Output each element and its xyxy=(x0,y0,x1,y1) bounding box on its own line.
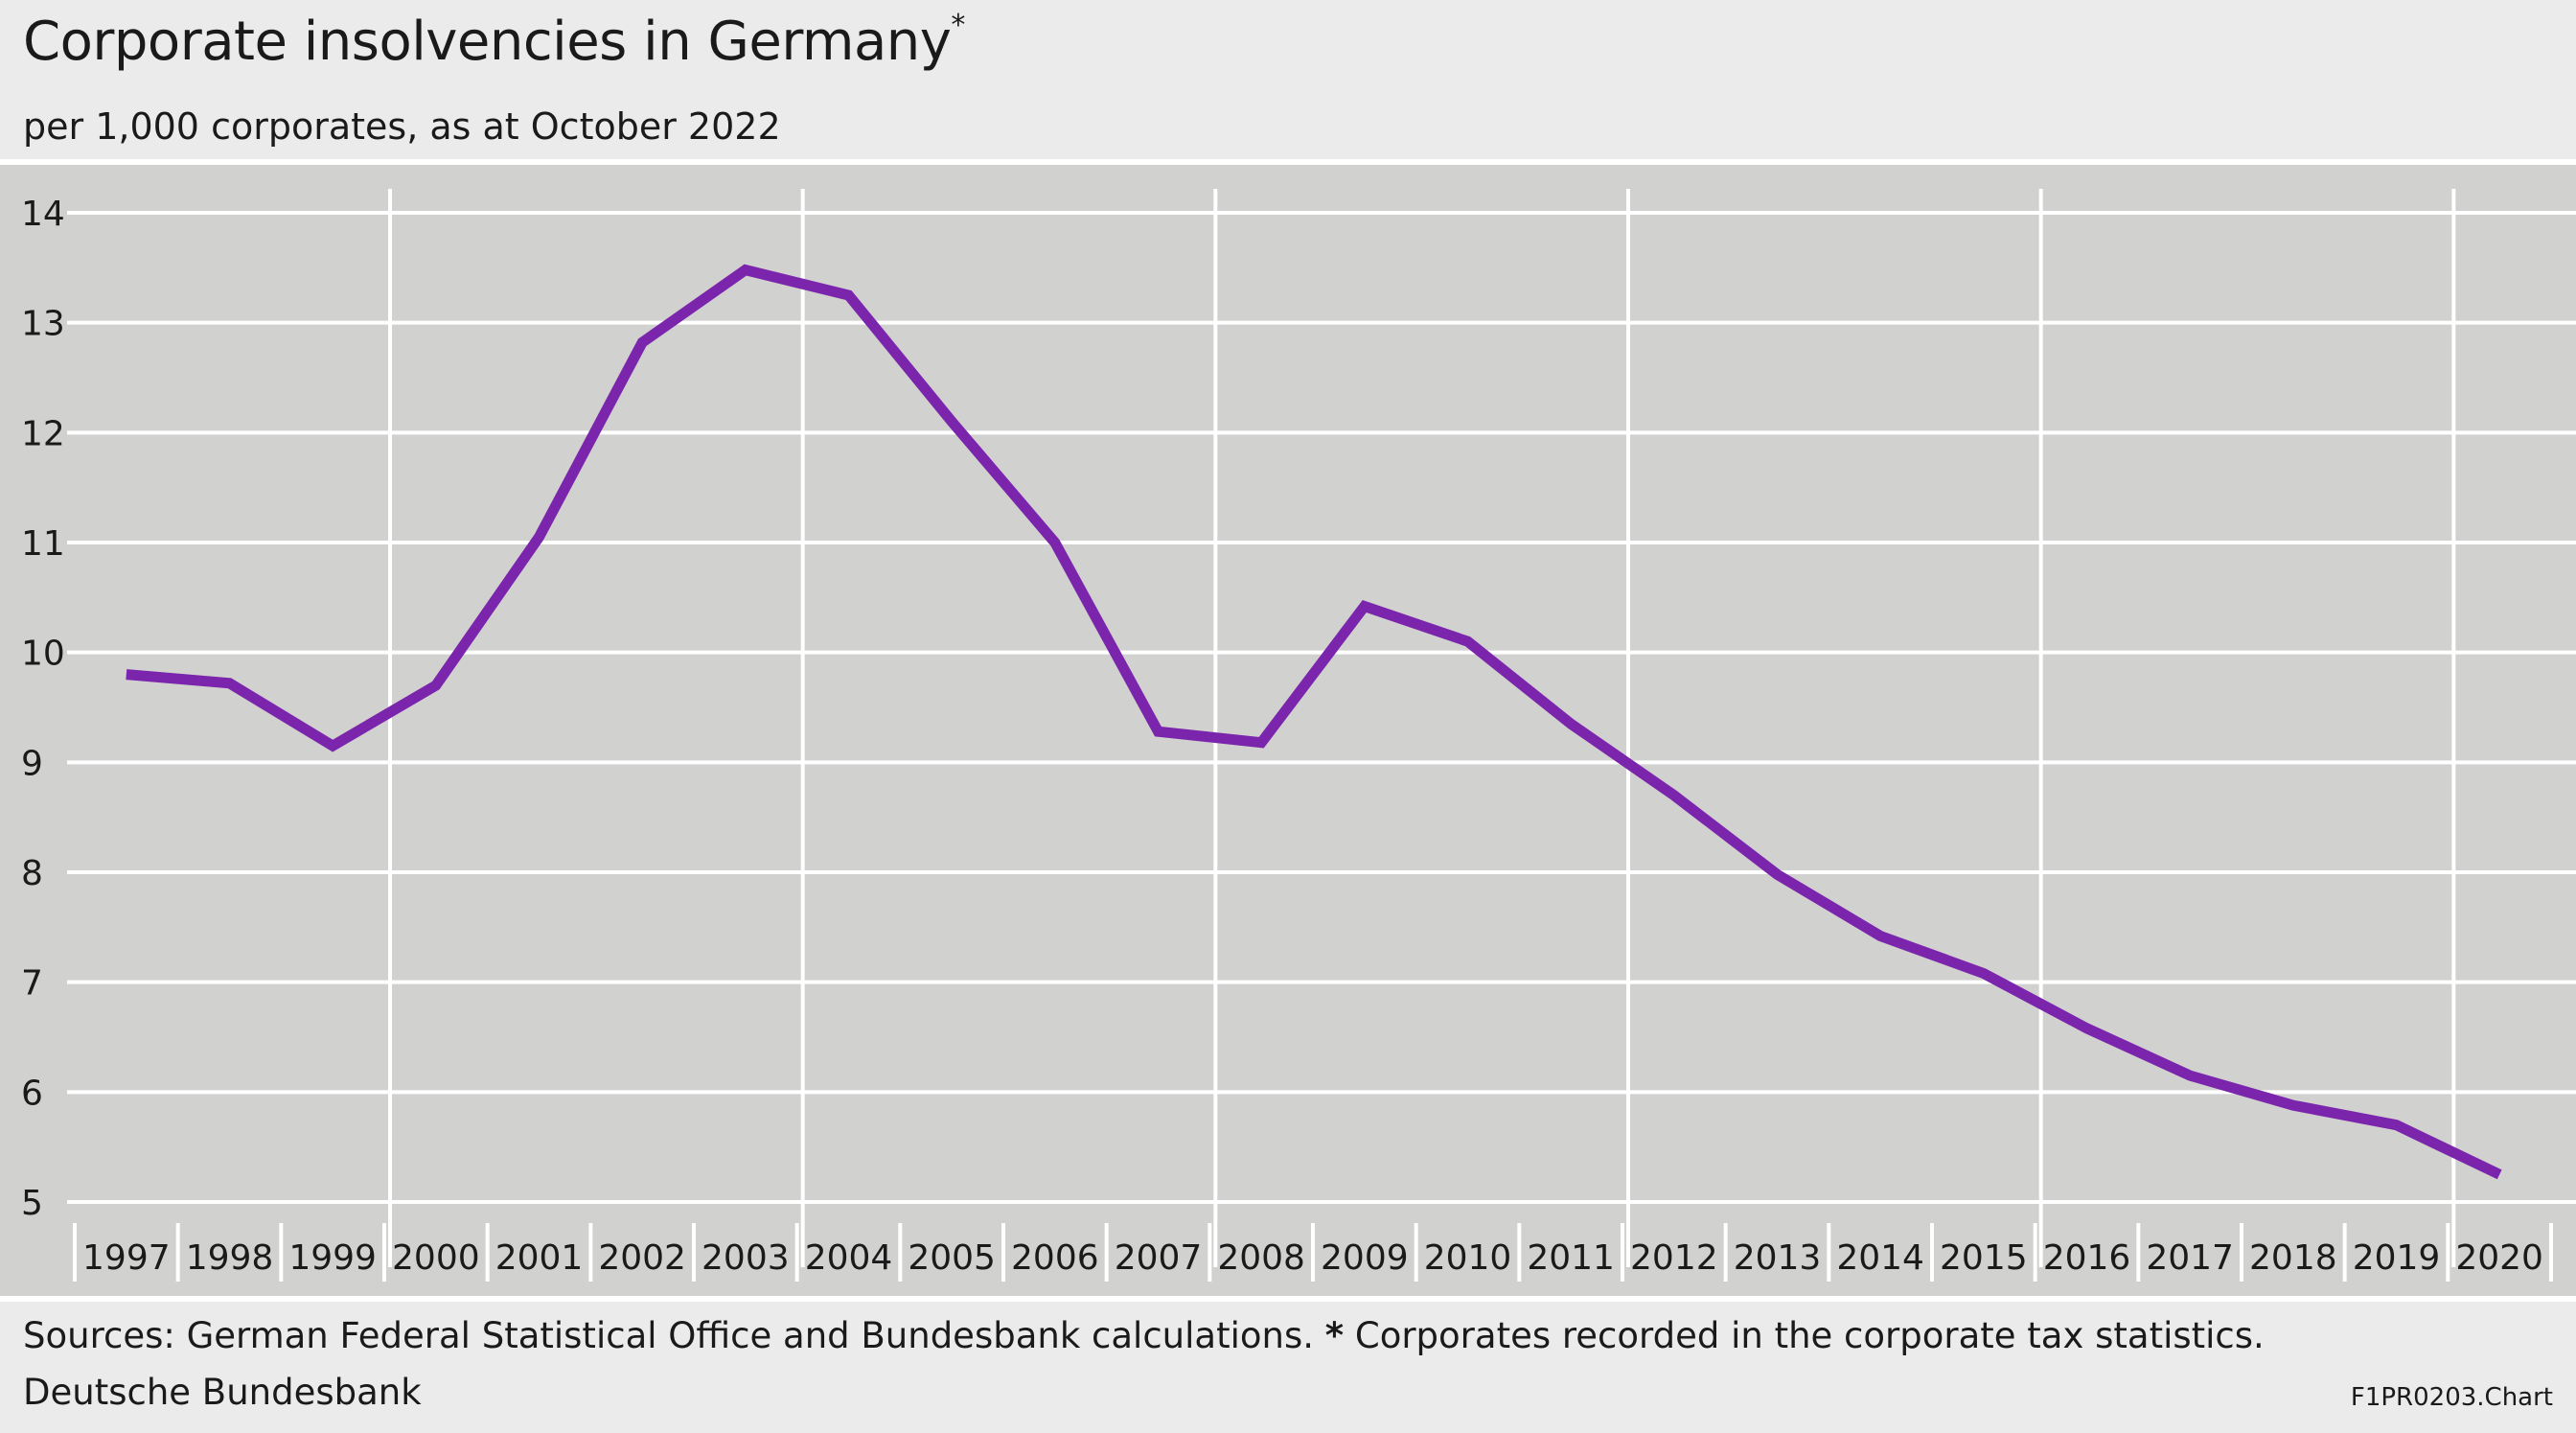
chart-title-text: Corporate insolvencies in Germany xyxy=(23,11,952,73)
x-tick-label: 2018 xyxy=(2249,1238,2337,1278)
footnote-mark: * xyxy=(1324,1315,1345,1356)
x-tick-label: 2014 xyxy=(1836,1238,1924,1278)
x-tick-label: 2019 xyxy=(2353,1238,2441,1278)
x-tick-label: 2006 xyxy=(1011,1238,1099,1278)
x-tick-label: 2015 xyxy=(1940,1238,2028,1278)
y-tick-label: 10 xyxy=(21,635,65,674)
x-tick-label: 2010 xyxy=(1424,1238,1512,1278)
chart-subtitle: per 1,000 corporates, as at October 2022 xyxy=(23,105,781,148)
x-tick-label: 2017 xyxy=(2146,1238,2234,1278)
x-tick-label: 2007 xyxy=(1115,1238,1203,1278)
chart-title: Corporate insolvencies in Germany* xyxy=(23,8,965,78)
x-tick-label: 2009 xyxy=(1321,1238,1409,1278)
vertical-gridlines xyxy=(388,189,2456,1267)
series-layer xyxy=(126,264,2502,1180)
y-tick-label: 7 xyxy=(21,964,43,1004)
x-tick-label: 1999 xyxy=(288,1238,377,1278)
y-tick-label: 11 xyxy=(21,524,65,564)
x-tick-label: 2016 xyxy=(2043,1238,2131,1278)
x-tick-label: 2002 xyxy=(598,1238,686,1278)
plot-area xyxy=(0,165,2576,1296)
sources-text: Sources: German Federal Statistical Offi… xyxy=(23,1315,1314,1356)
x-tick-label: 1997 xyxy=(82,1238,171,1278)
horizontal-gridlines xyxy=(67,211,2576,1204)
y-tick-label: 6 xyxy=(21,1074,43,1113)
header-divider xyxy=(0,159,2576,165)
x-tick-label: 2004 xyxy=(805,1238,893,1278)
chart-id-label: F1PR0203.Chart xyxy=(2350,1383,2553,1412)
y-tick-label: 13 xyxy=(21,305,65,344)
title-footnote-mark: * xyxy=(951,9,965,43)
x-tick-label: 2003 xyxy=(702,1238,790,1278)
x-tick-label: 1998 xyxy=(186,1238,274,1278)
series-line-0 xyxy=(126,264,2502,1180)
x-tick-label: 2013 xyxy=(1734,1238,1822,1278)
x-tick-label: 2012 xyxy=(1630,1238,1718,1278)
y-tick-label: 5 xyxy=(21,1184,43,1223)
y-tick-label: 9 xyxy=(21,744,43,783)
x-tick-label: 2000 xyxy=(392,1238,480,1278)
line-chart: 5 6 7 8 9 10 11 12 13 14 1997 1998 1999 2000 2001 2002… xyxy=(0,165,2576,1296)
x-tick-label: 2011 xyxy=(1527,1238,1615,1278)
x-tick-label: 2001 xyxy=(495,1238,584,1278)
x-tick-label: 2005 xyxy=(908,1238,996,1278)
y-tick-label: 14 xyxy=(21,195,65,234)
x-axis: 1997 1998 1999 2000 2001 2002 2003 2004 2005 2006… xyxy=(73,1223,2553,1282)
y-tick-label: 12 xyxy=(21,414,65,453)
footnote-text: Corporates recorded in the corporate tax… xyxy=(1354,1315,2265,1356)
x-tick-label: 2008 xyxy=(1217,1238,1305,1278)
footer-divider xyxy=(0,1296,2576,1302)
x-tick-label: 2020 xyxy=(2455,1238,2543,1278)
y-axis: 5 6 7 8 9 10 11 12 13 14 xyxy=(21,195,65,1223)
y-tick-label: 8 xyxy=(21,854,43,893)
publisher-name: Deutsche Bundesbank xyxy=(23,1372,422,1413)
sources-note: Sources: German Federal Statistical Offi… xyxy=(23,1315,2265,1357)
